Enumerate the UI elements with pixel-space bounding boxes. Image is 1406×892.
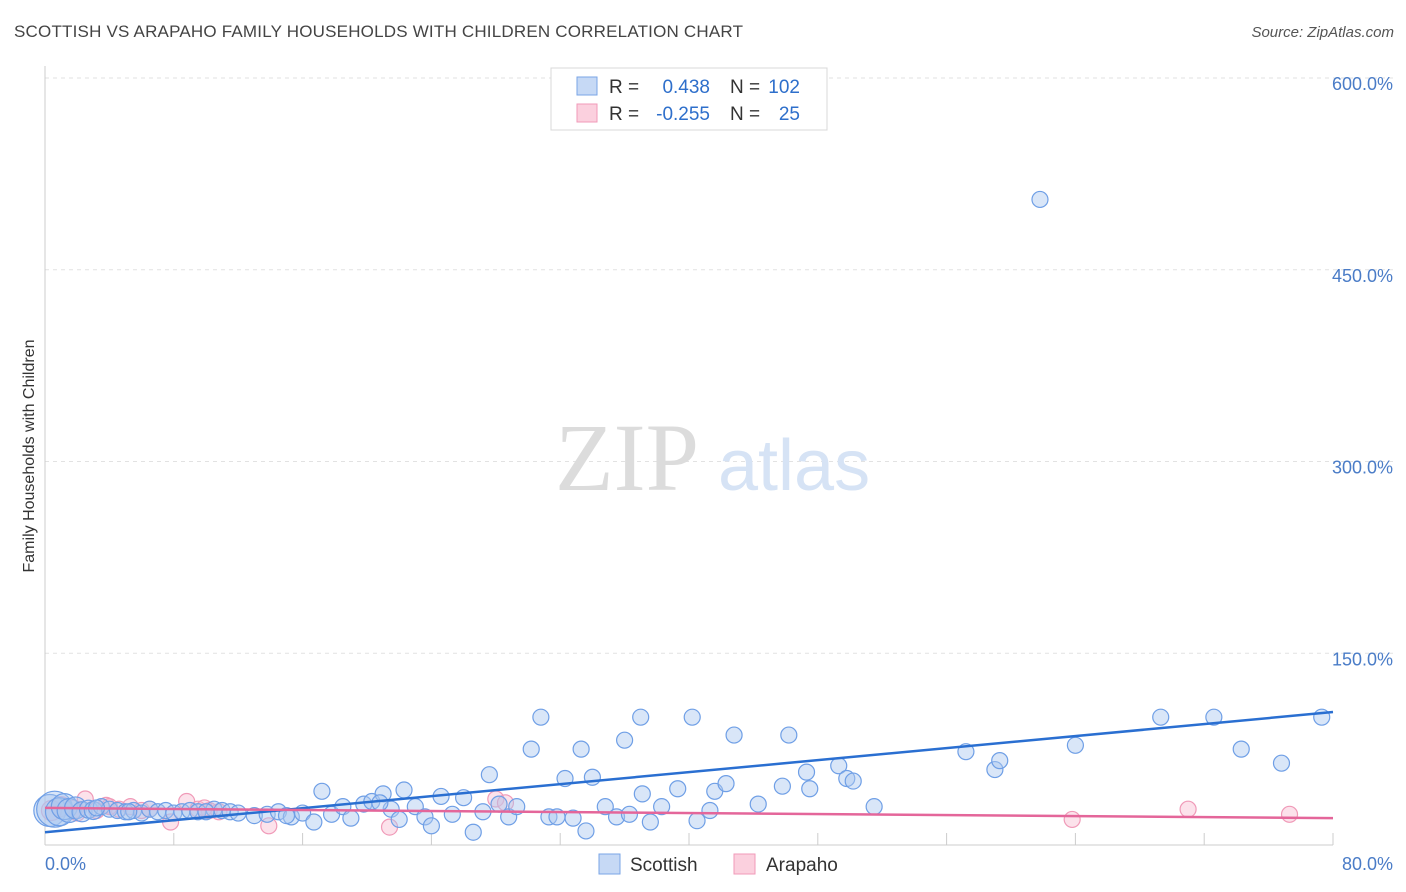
scottish-r-label: R = [609, 77, 639, 98]
scottish-point [986, 760, 1004, 779]
arapaho-point [1179, 800, 1197, 818]
legend-arapaho-swatch[interactable] [733, 853, 756, 875]
legend-scottish-label[interactable]: Scottish [630, 855, 698, 876]
scottish-point [865, 798, 883, 816]
scottish-r-value: 0.438 [662, 77, 710, 98]
scottish-point [844, 772, 862, 790]
scottish-point [532, 708, 550, 726]
scottish-point [669, 780, 687, 798]
scottish-point [991, 752, 1009, 770]
arapaho-n-value: 25 [779, 104, 800, 125]
scottish-point [797, 763, 816, 781]
x-tick-label: 0.0% [45, 854, 86, 874]
scottish-point [801, 780, 819, 798]
scottish-point [464, 823, 482, 841]
scottish-point [632, 708, 650, 726]
watermark-zip: ZIP [555, 404, 699, 511]
scottish-point [577, 822, 595, 840]
scottish-trendline [44, 710, 1334, 834]
scottish-point [773, 777, 791, 795]
scottish-point [1272, 754, 1291, 772]
arapaho-swatch [576, 103, 598, 123]
scottish-point [395, 781, 413, 799]
chart-title: SCOTTISH VS ARAPAHO FAMILY HOUSEHOLDS WI… [14, 22, 744, 41]
scottish-point [277, 806, 296, 825]
y-tick-labels: 150.0% 300.0% 450.0% 600.0% [1332, 74, 1393, 669]
scottish-point [313, 782, 331, 800]
series-legend: Scottish Arapaho [598, 853, 838, 876]
y-axis-label: Family Households with Children [21, 340, 38, 573]
scottish-point [305, 813, 323, 831]
scottish-point [342, 809, 360, 827]
scottish-point [596, 798, 614, 816]
y-tick-label: 150.0% [1332, 649, 1393, 669]
scottish-point [371, 794, 389, 812]
arapaho-r-value: -0.255 [656, 104, 710, 125]
watermark-atlas: atlas [718, 426, 870, 506]
scottish-point [44, 797, 75, 827]
axes [44, 66, 1334, 846]
scottish-point [1031, 190, 1049, 209]
arapaho-r-label: R = [609, 104, 639, 125]
x-tick-labels: 0.0% 80.0% [45, 854, 1393, 874]
arapaho-point [1280, 805, 1299, 823]
scottish-point [780, 726, 798, 744]
scottish-point [572, 740, 590, 758]
scottish-point [522, 740, 540, 758]
scottish-point [1066, 736, 1085, 754]
arapaho-n-label: N = [730, 104, 760, 125]
arapaho-trendline [44, 806, 1334, 820]
scottish-point [390, 810, 408, 829]
scottish-point [120, 803, 138, 821]
scottish-n-value: 102 [768, 77, 800, 98]
scottish-swatch [576, 76, 598, 96]
scottish-point [1205, 708, 1223, 726]
scottish-point [443, 805, 461, 823]
scottish-point [633, 785, 651, 803]
scottish-point [683, 708, 701, 726]
scottish-point [416, 808, 434, 826]
scottish-point [701, 801, 719, 820]
stats-legend: R = 0.438 N = 102 R = -0.255 N = 25 [550, 67, 828, 131]
scottish-point [620, 805, 639, 823]
y-tick-label: 300.0% [1332, 458, 1393, 478]
scottish-point [1232, 740, 1250, 758]
x-tick-label: 80.0% [1342, 854, 1393, 874]
scottish-point [688, 812, 706, 830]
watermark: ZIP atlas [555, 404, 870, 511]
arapaho-point [1063, 810, 1081, 829]
y-tick-label: 600.0% [1332, 74, 1393, 94]
scottish-point [749, 795, 767, 813]
legend-scottish-swatch[interactable] [598, 853, 621, 875]
scottish-n-label: N = [730, 77, 760, 98]
source-label: Source: ZipAtlas.com [1251, 24, 1394, 41]
grid-lines [45, 77, 1393, 654]
scottish-point [480, 766, 498, 784]
y-tick-label: 450.0% [1332, 266, 1393, 286]
scottish-point [717, 775, 735, 793]
scottish-point [564, 809, 582, 827]
scottish-points [33, 190, 1331, 841]
scottish-point [653, 798, 671, 816]
scottish-point [422, 817, 440, 835]
scottish-point [725, 726, 743, 744]
scottish-point [1152, 708, 1170, 726]
trendlines [44, 710, 1334, 834]
scottish-point [641, 813, 659, 831]
legend-arapaho-label[interactable]: Arapaho [766, 855, 838, 876]
scottish-point [615, 731, 634, 749]
